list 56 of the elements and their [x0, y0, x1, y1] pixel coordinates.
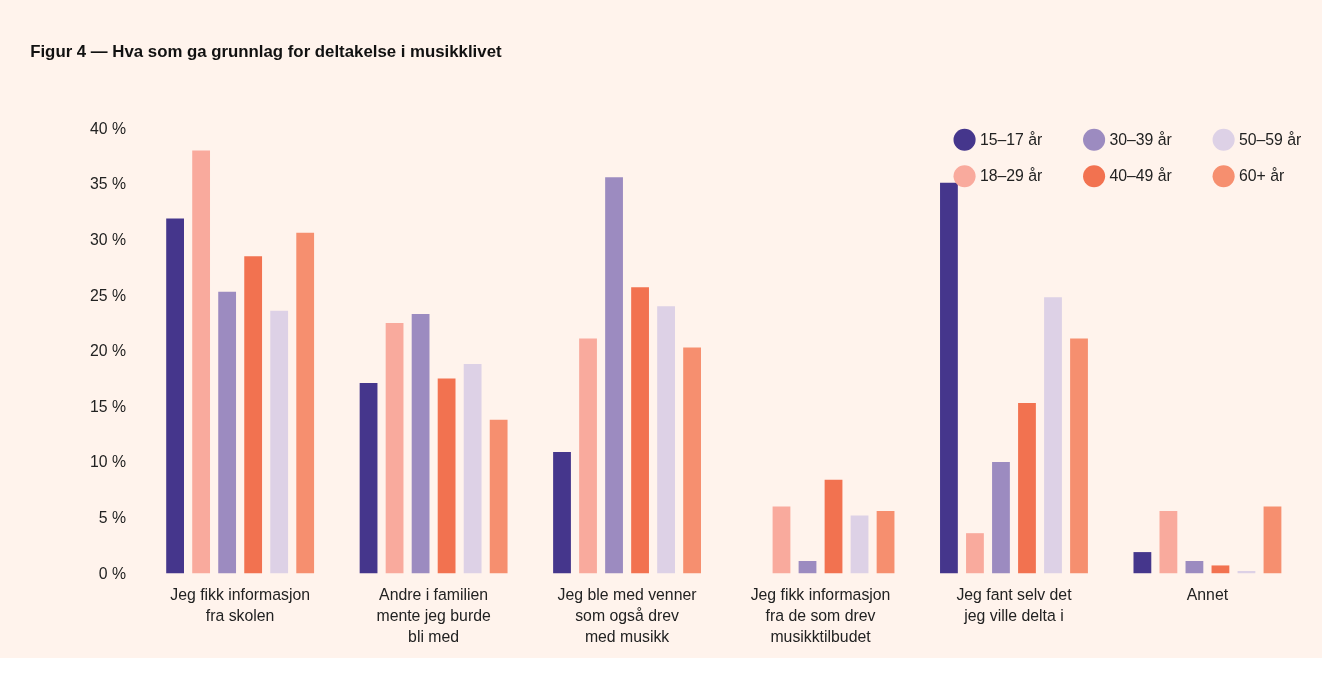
- bar: [411, 314, 430, 574]
- bar: [270, 310, 289, 574]
- bar: [166, 218, 184, 574]
- bar: [683, 347, 701, 574]
- y-tick-label: 40 %: [90, 119, 127, 137]
- bar: [1044, 297, 1062, 574]
- bar: [824, 479, 843, 574]
- legend-label: 40–49 år: [1109, 167, 1172, 185]
- bar: [385, 322, 404, 574]
- bar: [876, 510, 895, 574]
- bar: [850, 515, 869, 574]
- bar: [553, 451, 571, 574]
- bar: [940, 182, 958, 574]
- bar: [1159, 510, 1178, 574]
- bar: [1263, 506, 1282, 574]
- bar: [798, 560, 817, 574]
- bar: [579, 338, 597, 574]
- x-tick-label: Annet: [1186, 586, 1229, 604]
- bar: [244, 256, 263, 574]
- legend-label: 18–29 år: [979, 167, 1043, 185]
- bar: [605, 177, 623, 574]
- y-tick-label: 15 %: [90, 397, 127, 415]
- bar: [992, 461, 1010, 574]
- y-tick-label: 0 %: [98, 564, 127, 582]
- bar: [1070, 338, 1088, 574]
- legend-label: 15–17 år: [979, 130, 1043, 148]
- legend-label: 60+ år: [1238, 167, 1285, 185]
- y-tick-label: 5 %: [98, 509, 127, 527]
- y-tick-label: 35 %: [90, 175, 127, 193]
- x-tick-label: Jeg fant selv det jeg ville delta i: [956, 586, 1073, 625]
- bar: [1185, 560, 1204, 574]
- chart-title: Figur 4 — Hva som ga grunnlag for deltakelse i musikklivet: [30, 42, 502, 62]
- bar: [772, 506, 791, 574]
- bar: [489, 419, 508, 574]
- x-tick-label: Jeg fikk informasjon fra de som drev musikktilbudet: [750, 586, 891, 645]
- bar: [1211, 565, 1230, 574]
- bar: [1018, 403, 1036, 574]
- x-tick-label: Jeg fikk informasjon fra skolen: [170, 586, 311, 625]
- bar: [296, 232, 315, 574]
- bar: [192, 150, 211, 574]
- bar: [631, 287, 649, 574]
- y-tick-label: 30 %: [90, 230, 127, 248]
- legend-label: 30–39 år: [1109, 130, 1172, 148]
- y-tick-label: 20 %: [90, 342, 127, 360]
- bar: [463, 364, 482, 574]
- y-tick-label: 25 %: [90, 286, 127, 304]
- bar: [437, 378, 456, 574]
- bar: [1133, 552, 1152, 574]
- x-tick-label: Andre i familien mente jeg burde bli med: [376, 586, 491, 645]
- x-tick-label: Jeg ble med venner som også drev med musikk: [557, 586, 697, 645]
- bar: [966, 533, 984, 574]
- legend-label: 50–59 år: [1238, 130, 1302, 148]
- bar: [359, 383, 378, 574]
- y-tick-label: 10 %: [90, 453, 127, 471]
- bar: [218, 291, 237, 574]
- bar: [657, 306, 675, 574]
